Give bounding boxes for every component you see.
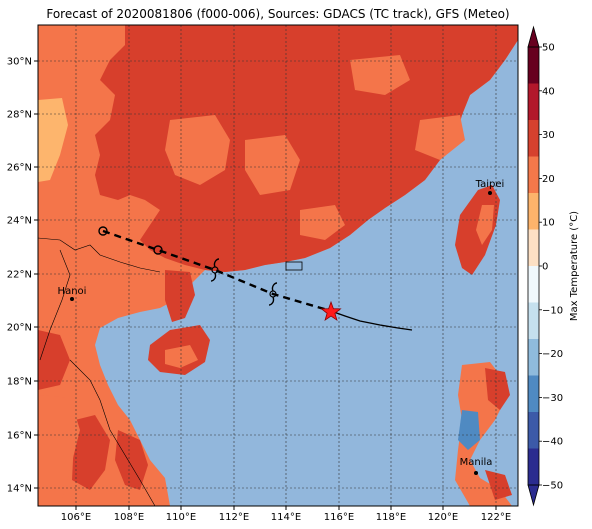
colorbar-tick-label: −40 (542, 437, 563, 448)
inland-hot-region (95, 25, 518, 272)
colorbar-tick-label: 0 (542, 262, 548, 273)
city-label-hanoi: Hanoi (58, 286, 87, 297)
forecast-track-line (102, 229, 332, 313)
longitude-labels: 106°E 108°E 110°E 112°E 114°E 116°E 118°E 120°E… (61, 506, 511, 523)
cyclone-track (98, 226, 413, 331)
colorbar-segment (528, 339, 539, 376)
indochina-hot-strip-1 (38, 330, 70, 390)
lon-label: 116°E (324, 512, 354, 523)
track-point-depression-2 (153, 245, 163, 255)
luzon-south-hot (485, 470, 512, 500)
hainan-south-patch (165, 345, 198, 368)
lon-label: 112°E (219, 512, 249, 523)
latitude-labels: 14°N 16°N 18°N 20°N 22°N 24°N 26°N 28°N 30°N (7, 57, 38, 495)
lat-label: 18°N (7, 377, 32, 388)
colorbar-segment (528, 266, 539, 303)
interior-patch-3 (415, 115, 465, 160)
colorbar: 50 40 30 20 10 0 −10 −20 −30 −40 −50 (527, 25, 563, 507)
observed-track-line (330, 310, 413, 331)
luzon-cool-patch (458, 410, 480, 450)
lon-label: 114°E (271, 512, 301, 523)
colorbar-segment (528, 193, 539, 230)
interior-patch-4 (350, 55, 410, 95)
colorbar-tick-label: 10 (542, 218, 555, 229)
colorbar-tick-label: 50 (542, 43, 555, 54)
city-dot (474, 471, 478, 475)
lon-label: 122°E (481, 512, 511, 523)
lat-label: 14°N (7, 484, 32, 495)
lon-label: 110°E (166, 512, 196, 523)
lon-label: 120°E (428, 512, 458, 523)
lat-label: 22°N (7, 270, 32, 281)
city-dot (488, 191, 492, 195)
colorbar-segment (528, 156, 539, 194)
luzon-hot-patch (485, 368, 510, 410)
city-manila: Manila (460, 457, 493, 475)
indochina-hot-strip-3 (115, 430, 148, 490)
lat-label: 16°N (7, 431, 32, 442)
city-dot (70, 297, 74, 301)
colorbar-segment (528, 412, 539, 449)
colorbar-segment (528, 302, 539, 340)
colorbar-tick-label: −10 (542, 305, 563, 316)
city-taipei: Taipei (475, 179, 505, 195)
hong-kong-box (285, 261, 303, 271)
cyclone-symbol-2 (268, 282, 278, 306)
lat-label: 28°N (7, 110, 32, 121)
current-position-star (320, 300, 342, 322)
map-title: Forecast of 2020081806 (f000-006), Sourc… (46, 7, 510, 21)
city-label-taipei: Taipei (475, 179, 505, 190)
colorbar-label: Max Temperature (°C) (569, 211, 580, 321)
lon-label: 118°E (376, 512, 406, 523)
taiwan-east-patch (476, 205, 494, 245)
city-label-manila: Manila (460, 457, 493, 468)
lat-label: 20°N (7, 323, 32, 334)
northwest-mild-area (38, 98, 68, 182)
map-area (38, 25, 518, 506)
colorbar-tick-label: 30 (542, 130, 555, 141)
colorbar-segment (528, 375, 539, 413)
map-frame (37, 24, 519, 507)
colorbar-segment (528, 229, 539, 267)
graticule (38, 25, 518, 506)
colorbar-segment (528, 448, 539, 486)
lat-label: 30°N (7, 57, 32, 68)
colorbar-tick-label: −50 (542, 481, 563, 492)
country-borders (38, 237, 161, 506)
interior-patch-5 (300, 205, 345, 240)
colorbar-segment (528, 47, 539, 84)
track-point-depression-1 (98, 226, 108, 236)
colorbar-segment (528, 120, 539, 157)
colorbar-min-extension (527, 484, 540, 507)
indochina-warm-area (38, 395, 80, 506)
colorbar-tick-label: −30 (542, 393, 563, 404)
colorbar-segment (528, 83, 539, 121)
cyclone-symbol-1 (210, 258, 220, 282)
city-hanoi: Hanoi (58, 286, 87, 301)
leizhou-peninsula (165, 270, 195, 322)
indochina-hot-strip-2 (72, 415, 110, 490)
colorbar-tick-label: 20 (542, 174, 555, 185)
colorbar-tick-label: −20 (542, 349, 563, 360)
colorbar-tick-label: 40 (542, 86, 555, 97)
colorbar-max-extension (527, 25, 540, 48)
lon-label: 106°E (61, 512, 91, 523)
lat-label: 26°N (7, 163, 32, 174)
lon-label: 108°E (114, 512, 144, 523)
lat-label: 24°N (7, 216, 32, 227)
interior-patch-1 (165, 115, 230, 185)
